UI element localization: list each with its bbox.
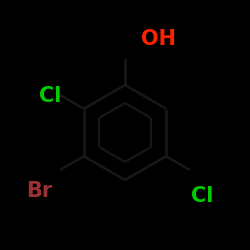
Text: Br: Br bbox=[26, 181, 52, 201]
Text: Cl: Cl bbox=[191, 186, 214, 206]
Text: OH: OH bbox=[141, 29, 176, 49]
Text: Cl: Cl bbox=[39, 86, 61, 106]
